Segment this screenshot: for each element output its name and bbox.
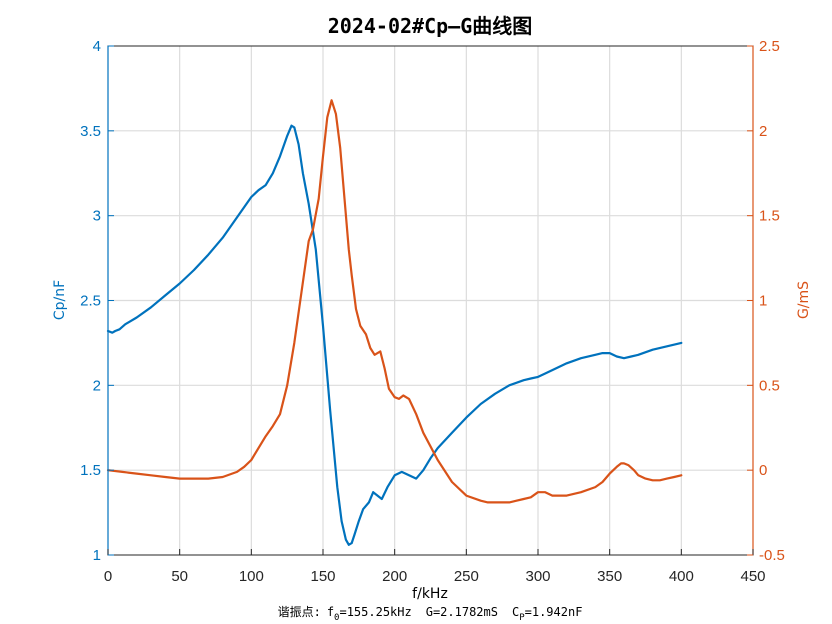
y-right-tick-label: 1.5: [759, 208, 780, 225]
cp-series-line: [106, 124, 683, 546]
y-right-tick-label: -0.5: [759, 547, 785, 564]
series-layer: [106, 99, 683, 546]
x-axis-label: f/kHz: [412, 586, 448, 602]
y-right-tick-label: 2: [759, 123, 767, 140]
x-tick-label: 200: [382, 568, 407, 585]
x-tick-label: 0: [104, 568, 112, 585]
chart-title: 2024-02#Cp—G曲线图: [328, 14, 533, 38]
cp-value: =1.942nF: [525, 605, 583, 619]
y-right-tick-label: 1: [759, 293, 767, 310]
y-right-tick-label: 0: [759, 462, 767, 479]
grid: [108, 46, 753, 555]
g-value: G=2.1782mS: [426, 605, 498, 619]
f0-subscript: 0: [334, 613, 339, 623]
x-tick-label: 150: [310, 568, 335, 585]
resonance-annotation: 谐振点: f0=155.25kHz G=2.1782mS CP=1.942nF: [278, 605, 583, 623]
f0-symbol: f: [327, 605, 334, 619]
y-left-tick-label: 4: [93, 38, 101, 55]
x-tick-label: 250: [454, 568, 479, 585]
y-left-tick-label: 2: [93, 377, 101, 394]
y-left-tick-label: 1: [93, 547, 101, 564]
x-tick-label: 400: [669, 568, 694, 585]
y-left-tick-label: 3: [93, 208, 101, 225]
x-tick-label: 450: [740, 568, 765, 585]
y-left-tick-label: 2.5: [80, 293, 101, 310]
x-tick-label: 350: [597, 568, 622, 585]
resonance-prefix: 谐振点:: [278, 605, 321, 619]
y-right-tick-label: 2.5: [759, 38, 780, 55]
y-axis-label-right: G/mS: [796, 281, 812, 319]
cp-symbol: C: [512, 605, 519, 619]
y-axis-label-left: Cp/nF: [52, 280, 68, 320]
x-tick-label: 100: [239, 568, 264, 585]
g-series-line: [106, 99, 683, 504]
cp-subscript: P: [519, 613, 525, 623]
f0-value: =155.25kHz: [339, 605, 411, 619]
x-tick-label: 50: [171, 568, 188, 585]
y-left-tick-label: 3.5: [80, 123, 101, 140]
y-left-tick-label: 1.5: [80, 462, 101, 479]
y-right-tick-label: 0.5: [759, 377, 780, 394]
ticks: 0 50 100 150 200 250 300 350 400 450 1 1.5 2 2.5 3 3.5 4…: [80, 38, 785, 585]
x-tick-label: 300: [525, 568, 550, 585]
